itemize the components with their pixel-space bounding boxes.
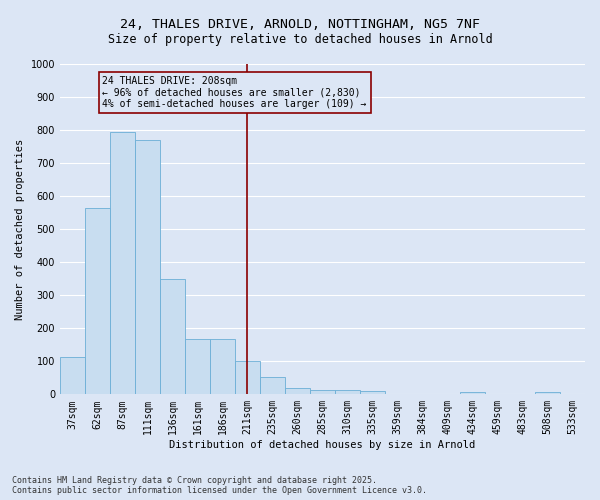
Bar (235, 362, 260, 394)
Y-axis label: Number of detached properties: Number of detached properties (15, 138, 25, 320)
Bar (460, 392, 485, 394)
Bar (535, 392, 560, 394)
Text: Contains HM Land Registry data © Crown copyright and database right 2025.
Contai: Contains HM Land Registry data © Crown c… (12, 476, 427, 495)
X-axis label: Distribution of detached houses by size in Arnold: Distribution of detached houses by size … (169, 440, 476, 450)
Text: 24, THALES DRIVE, ARNOLD, NOTTINGHAM, NG5 7NF: 24, THALES DRIVE, ARNOLD, NOTTINGHAM, NG… (120, 18, 480, 30)
Bar (210, 339, 235, 394)
Bar (335, 390, 360, 394)
Bar (260, 377, 285, 394)
Bar (85, 208, 110, 394)
Bar (310, 390, 335, 394)
Bar (160, 278, 185, 394)
Bar (285, 388, 310, 394)
Bar (360, 391, 385, 394)
Bar (135, 140, 160, 394)
Bar (60, 357, 85, 395)
Bar (185, 339, 210, 394)
Text: Size of property relative to detached houses in Arnold: Size of property relative to detached ho… (107, 32, 493, 46)
Bar (110, 132, 135, 394)
Text: 24 THALES DRIVE: 208sqm
← 96% of detached houses are smaller (2,830)
4% of semi-: 24 THALES DRIVE: 208sqm ← 96% of detache… (103, 76, 367, 109)
